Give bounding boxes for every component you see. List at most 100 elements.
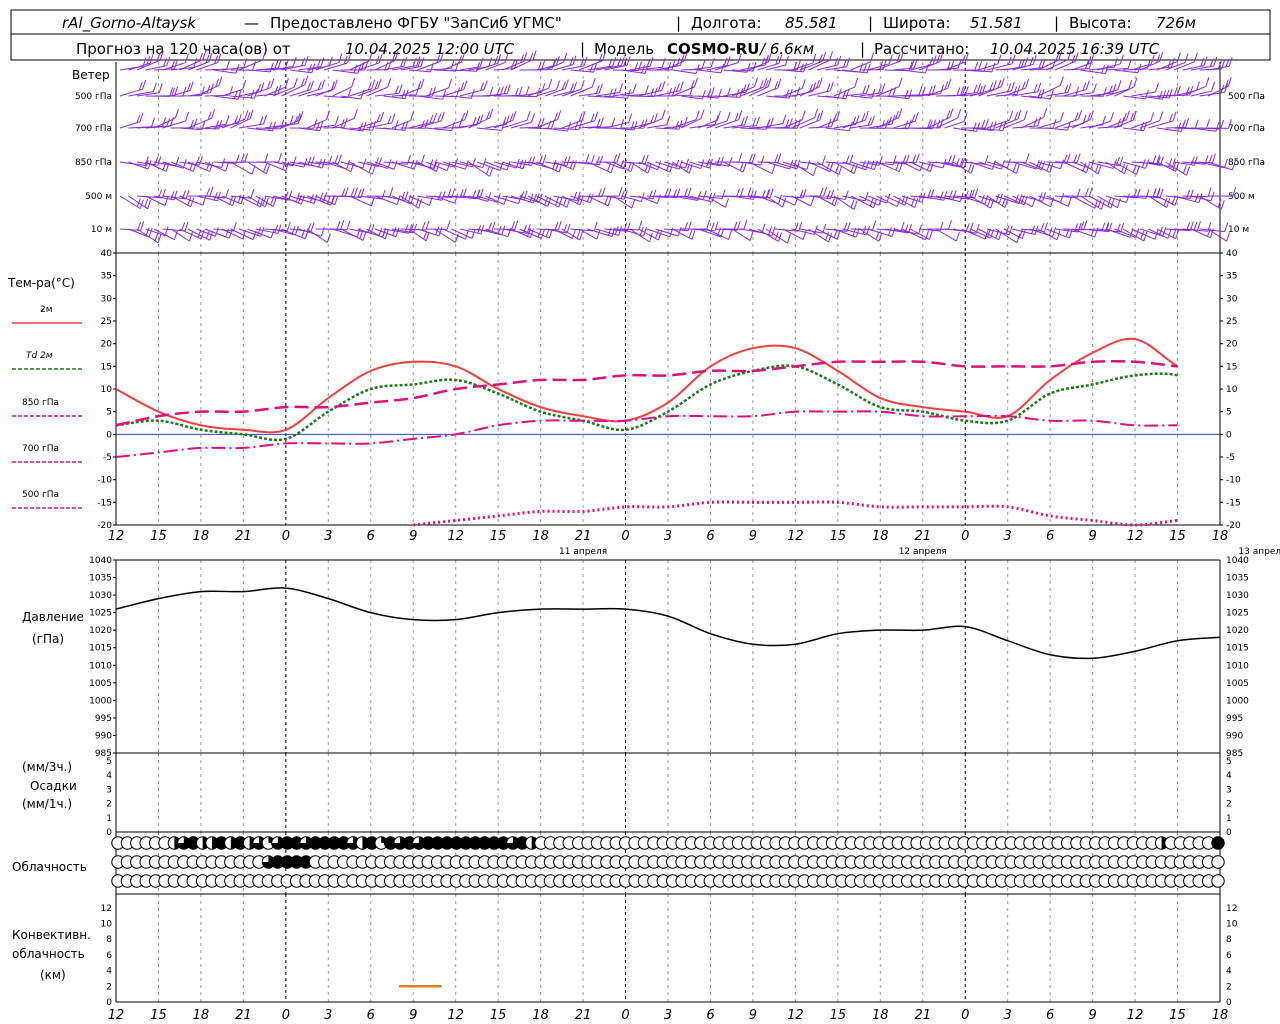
- wind-barb-shaft: [859, 92, 882, 97]
- wind-barb-flag: [1043, 108, 1048, 118]
- wind-barb-flag: [802, 188, 807, 199]
- wind-barb-shaft: [162, 161, 184, 169]
- wind-barb-flag: [1005, 225, 1010, 235]
- temp-ytick-right: 10: [1226, 385, 1238, 395]
- wind-barb-flag: [217, 191, 222, 201]
- wind-barb-flag: [157, 233, 162, 243]
- wind-barb-shaft: [782, 119, 803, 129]
- wind-barb-flag: [186, 83, 191, 92]
- wind-barb-flag: [488, 57, 493, 67]
- wind-barb-flag: [317, 58, 321, 68]
- wind-barb-flag: [1170, 57, 1175, 68]
- temp-ytick-right: 5: [1226, 408, 1232, 418]
- precip-ytick-left: 2: [106, 800, 112, 810]
- wind-barb-shaft: [1063, 68, 1090, 71]
- wind-barb-flag: [576, 191, 581, 201]
- wind-barb-flag: [364, 60, 369, 71]
- wind-barb-flag: [850, 199, 855, 208]
- wind-barb-shaft: [697, 119, 718, 129]
- wind-barb-flag: [320, 227, 325, 237]
- wind-barb-shaft: [782, 87, 803, 97]
- cloud-fill: [290, 855, 303, 869]
- wind-barb-shaft: [646, 228, 671, 238]
- wind-barb-flag: [1211, 153, 1216, 164]
- legend-label-td2m: Td 2м: [26, 351, 53, 361]
- wind-barb-flag: [391, 53, 396, 63]
- wind-barb-shaft: [442, 89, 465, 97]
- wind-barb-shaft: [1207, 65, 1230, 71]
- wind-barb-flag: [570, 83, 574, 92]
- wind-barb-flag: [742, 162, 747, 173]
- wind-barb-shaft: [425, 87, 449, 97]
- wind-barb-flag: [875, 231, 880, 240]
- wind-barb-flag: [237, 90, 242, 100]
- wind-barb-shaft: [536, 89, 557, 97]
- wind-barb-shaft: [553, 228, 573, 239]
- wind-barb-shaft: [944, 121, 965, 129]
- wind-barb-shaft: [697, 69, 721, 74]
- wind-barb-shaft: [612, 92, 634, 97]
- wind-barb-shaft: [935, 195, 961, 203]
- wind-barb-flag: [1135, 165, 1140, 175]
- wind-barb-flag: [1089, 110, 1094, 120]
- wind-barb-flag: [193, 118, 198, 128]
- temp-ytick-right: 35: [1226, 272, 1237, 282]
- wind-barb-flag: [927, 119, 931, 129]
- cloud-fill: [478, 836, 491, 850]
- wind-barb-shaft: [255, 228, 279, 234]
- time-label-bottom: 12: [1127, 1008, 1144, 1023]
- wind-barb-flag: [416, 56, 421, 66]
- wind-barb-flag: [799, 189, 804, 198]
- wind-barb-flag: [1225, 58, 1230, 68]
- temp-ytick-left: -20: [97, 521, 112, 531]
- wind-barb-flag: [1067, 50, 1072, 60]
- wind-barb-flag: [1217, 199, 1222, 208]
- wind-barb-flag: [649, 57, 654, 67]
- wind-barb-shaft: [272, 161, 294, 167]
- wind-barb-flag: [413, 160, 418, 170]
- wind-barb-flag: [404, 121, 409, 131]
- alt-value: 726м: [1156, 14, 1196, 32]
- wind-barb-flag: [1094, 227, 1099, 238]
- wind-barb-shaft: [264, 86, 286, 97]
- wind-barb-shaft: [969, 69, 993, 73]
- calc-time: 10.04.2025 16:39 UTC: [990, 40, 1160, 58]
- wind-barb-flag: [1087, 112, 1092, 122]
- wind-barb-flag: [202, 50, 207, 60]
- wind-barb-flag: [1175, 162, 1180, 172]
- pressure-ytick-right: 1035: [1226, 574, 1249, 584]
- wind-barb-flag: [643, 226, 648, 237]
- wind-barb-flag: [542, 154, 547, 164]
- time-label-bottom: 15: [490, 1008, 507, 1023]
- wind-barb-flag: [1024, 57, 1029, 67]
- wind-barb-flag: [569, 160, 574, 169]
- wind-barb-flag: [1156, 54, 1161, 63]
- wind-barb-shaft: [1105, 67, 1129, 71]
- cloud-fill: [234, 836, 247, 850]
- wind-barb-flag: [1071, 54, 1076, 63]
- wind-barb-flag: [1197, 221, 1201, 231]
- wind-barb-flag: [612, 57, 617, 67]
- wind-barb-shaft: [842, 119, 866, 129]
- wind-barb-flag: [998, 193, 1003, 204]
- wind-barb-flag: [347, 53, 352, 64]
- wind-barb-flag: [558, 197, 563, 208]
- wind-barb-shaft: [961, 228, 986, 240]
- wind-barb-flag: [292, 57, 297, 67]
- pressure-ytick-left: 1015: [89, 644, 112, 654]
- wind-barb-flag: [574, 121, 579, 130]
- wind-barb-shaft: [476, 161, 501, 171]
- wind-barb-flag: [284, 78, 289, 88]
- wind-barb-flag: [632, 83, 637, 93]
- wind-barb-flag: [747, 187, 752, 197]
- wind-barb-shaft: [1114, 86, 1135, 97]
- wind-barb-flag: [293, 77, 298, 88]
- wind-barb-flag: [607, 227, 612, 236]
- wind-barb-flag: [1133, 77, 1138, 88]
- wind-barb-shaft: [179, 161, 200, 166]
- wind-barb-shaft: [1122, 127, 1144, 132]
- wind-barb-flag: [1189, 85, 1194, 96]
- conv-title1: Конвективн.: [12, 928, 91, 942]
- wind-barb-shaft: [825, 127, 850, 132]
- wind-barb-flag: [936, 54, 941, 64]
